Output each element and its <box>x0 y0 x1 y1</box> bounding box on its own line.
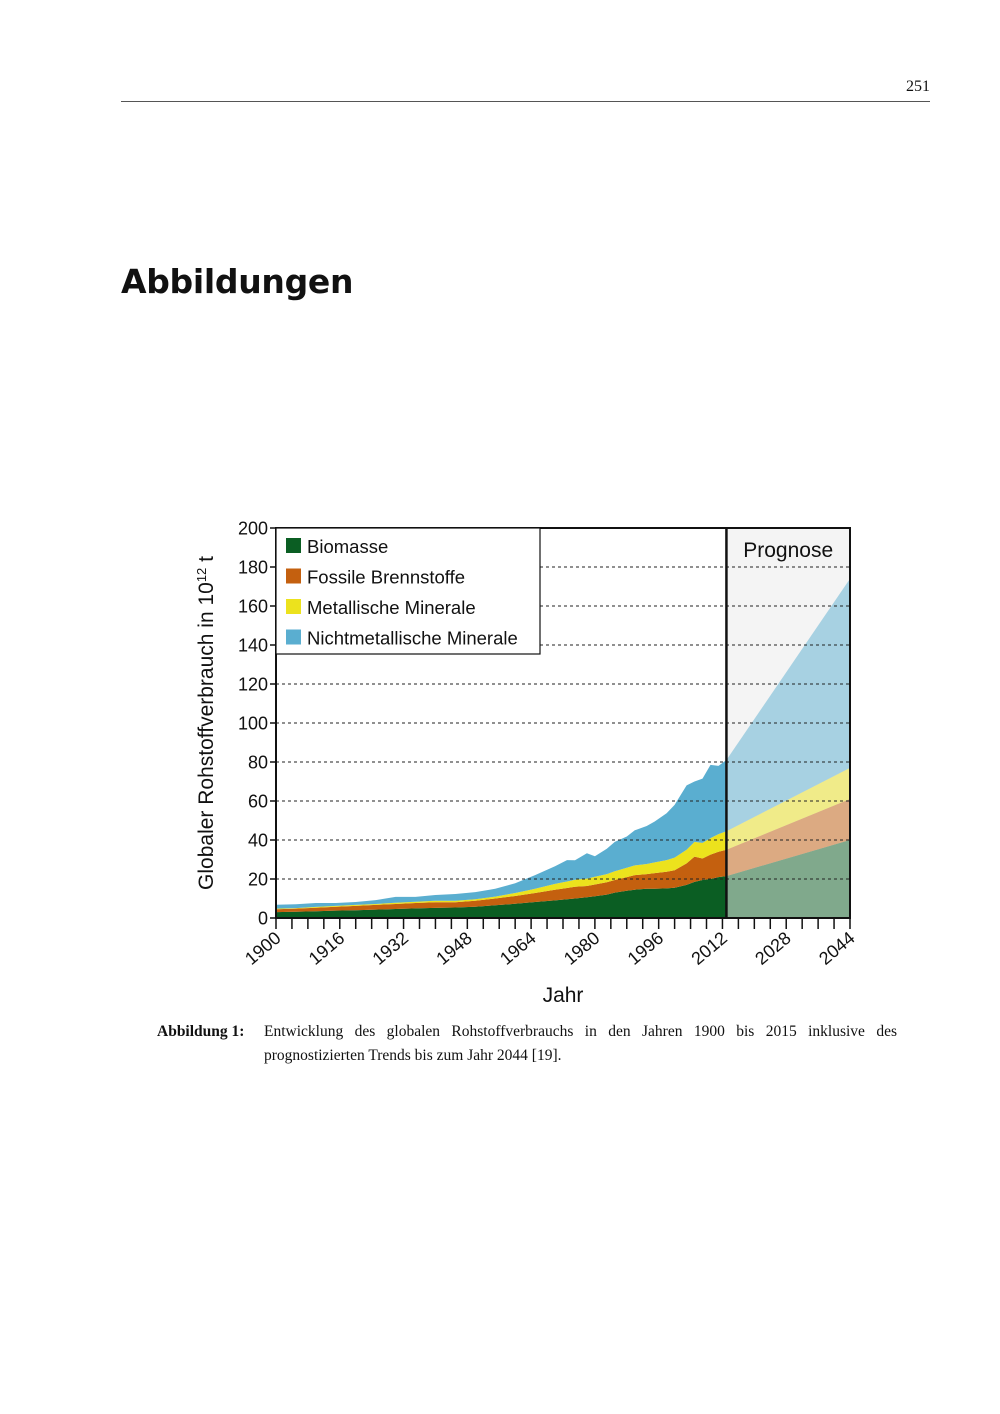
x-tick-label-1916: 1916 <box>305 928 349 969</box>
forecast-area-fossile-brennstoffe <box>726 799 850 877</box>
legend-swatch-biomasse <box>286 538 301 553</box>
x-axis-title: Jahr <box>543 984 584 1007</box>
y-tick-label-0: 0 <box>258 909 268 929</box>
y-tick-label-120: 120 <box>238 675 268 695</box>
legend-label-metallische-minerale: Metallische Minerale <box>307 597 476 618</box>
area-biomasse <box>276 876 727 918</box>
y-tick-label-140: 140 <box>238 636 268 656</box>
legend-label-biomasse: Biomasse <box>307 536 388 557</box>
y-tick-label-160: 160 <box>238 597 268 617</box>
caption-text: Entwicklung des globalen Rohstoffverbrau… <box>264 1023 897 1064</box>
legend-label-fossile-brennstoffe: Fossile Brennstoffe <box>307 567 465 588</box>
y-axis-title: Globaler Rohstoffverbrauch in 1012 t <box>194 556 219 890</box>
prognosis-label: Prognose <box>743 539 833 562</box>
area-fossile-brennstoffe <box>276 849 727 913</box>
x-tick-label-2012: 2012 <box>687 928 731 969</box>
y-tick-label-200: 200 <box>238 519 268 539</box>
y-tick-label-180: 180 <box>238 558 268 578</box>
y-tick-label-40: 40 <box>248 831 268 851</box>
area-nichtmetallische-minerale <box>276 760 727 909</box>
x-tick-label-1948: 1948 <box>432 928 476 969</box>
section-heading: Abbildungen <box>121 262 354 301</box>
x-tick-label-2044: 2044 <box>815 928 859 969</box>
x-tick-label-1932: 1932 <box>369 928 413 969</box>
caption-label: Abbildung 1: <box>157 1023 245 1040</box>
figure-1: Prognose 0 20 40 60 80 100 120 140 160 180 200 1900 1… <box>180 510 880 1020</box>
header-rule <box>121 101 930 102</box>
consumption-chart: Prognose 0 20 40 60 80 100 120 140 160 180 200 1900 1… <box>194 519 859 1008</box>
x-tick-label-2028: 2028 <box>751 928 795 969</box>
page-number: 251 <box>906 78 930 95</box>
y-tick-label-80: 80 <box>248 753 268 773</box>
x-tick-label-1996: 1996 <box>624 928 668 969</box>
legend-box <box>275 527 541 655</box>
y-tick-label-20: 20 <box>248 870 268 890</box>
forecast-area-metallische-minerale <box>726 767 850 850</box>
figure-caption: Abbildung 1: Entwicklung des globalen Ro… <box>157 1020 897 1068</box>
y-tick-label-100: 100 <box>238 714 268 734</box>
area-metallische-minerale <box>276 831 727 910</box>
x-tick-label-1900: 1900 <box>241 928 285 969</box>
legend-label-nichtmetallische-minerale: Nichtmetallische Minerale <box>307 628 518 649</box>
legend-swatch-fossile-brennstoffe <box>286 568 301 584</box>
x-tick-label-1964: 1964 <box>496 928 540 969</box>
forecast-area-nichtmetallische-minerale <box>726 578 850 832</box>
legend-swatch-nichtmetallische-minerale <box>286 629 301 645</box>
x-tick-label-1980: 1980 <box>560 928 604 969</box>
y-tick-label-60: 60 <box>248 792 268 812</box>
legend-swatch-metallische-minerale <box>286 599 301 614</box>
